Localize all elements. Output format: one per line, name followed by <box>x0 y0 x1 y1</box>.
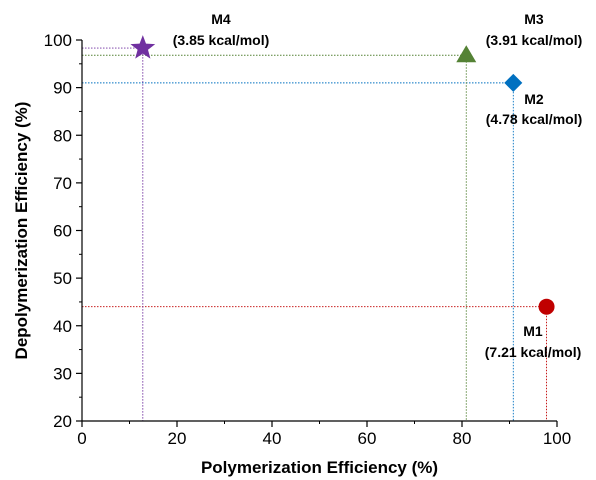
y-tick-label: 90 <box>53 79 72 98</box>
x-tick-label: 40 <box>263 429 282 448</box>
label-m2: M2 <box>524 91 544 107</box>
energy-m1: (7.21 kcal/mol) <box>485 344 582 360</box>
y-tick-label: 80 <box>53 126 72 145</box>
x-tick-label: 0 <box>77 429 86 448</box>
x-tick-label: 100 <box>543 429 571 448</box>
axes: 0 20 40 60 80 100 20 30 40 50 60 70 80 90 100 <box>44 31 572 448</box>
y-tick-label: 20 <box>53 412 72 431</box>
energy-m2: (4.78 kcal/mol) <box>486 111 583 127</box>
label-m1: M1 <box>523 323 543 339</box>
y-tick-label: 50 <box>53 269 72 288</box>
point-m2 <box>504 73 523 92</box>
energy-m4: (3.85 kcal/mol) <box>173 32 270 48</box>
y-tick-label: 40 <box>53 317 72 336</box>
x-tick-label: 60 <box>358 429 377 448</box>
y-tick-label: 30 <box>53 364 72 383</box>
y-tick-label: 70 <box>53 174 72 193</box>
label-m3: M3 <box>524 11 544 27</box>
point-m3 <box>456 45 477 63</box>
y-tick-label: 100 <box>44 31 72 50</box>
data-points <box>130 35 555 315</box>
y-tick-label: 60 <box>53 222 72 241</box>
point-m1 <box>538 298 555 315</box>
energy-m3: (3.91 kcal/mol) <box>486 32 583 48</box>
label-m4: M4 <box>211 11 231 27</box>
point-labels: M1 (7.21 kcal/mol) M2 (4.78 kcal/mol) M3 (3.9… <box>173 11 583 360</box>
point-m4 <box>130 35 156 59</box>
x-axis-title: Polymerization Efficiency (%) <box>201 458 438 477</box>
guide-lines <box>82 47 547 421</box>
x-tick-label: 20 <box>168 429 187 448</box>
y-axis-title: Depolymerization Efficiency (%) <box>12 102 31 360</box>
x-tick-label: 80 <box>453 429 472 448</box>
